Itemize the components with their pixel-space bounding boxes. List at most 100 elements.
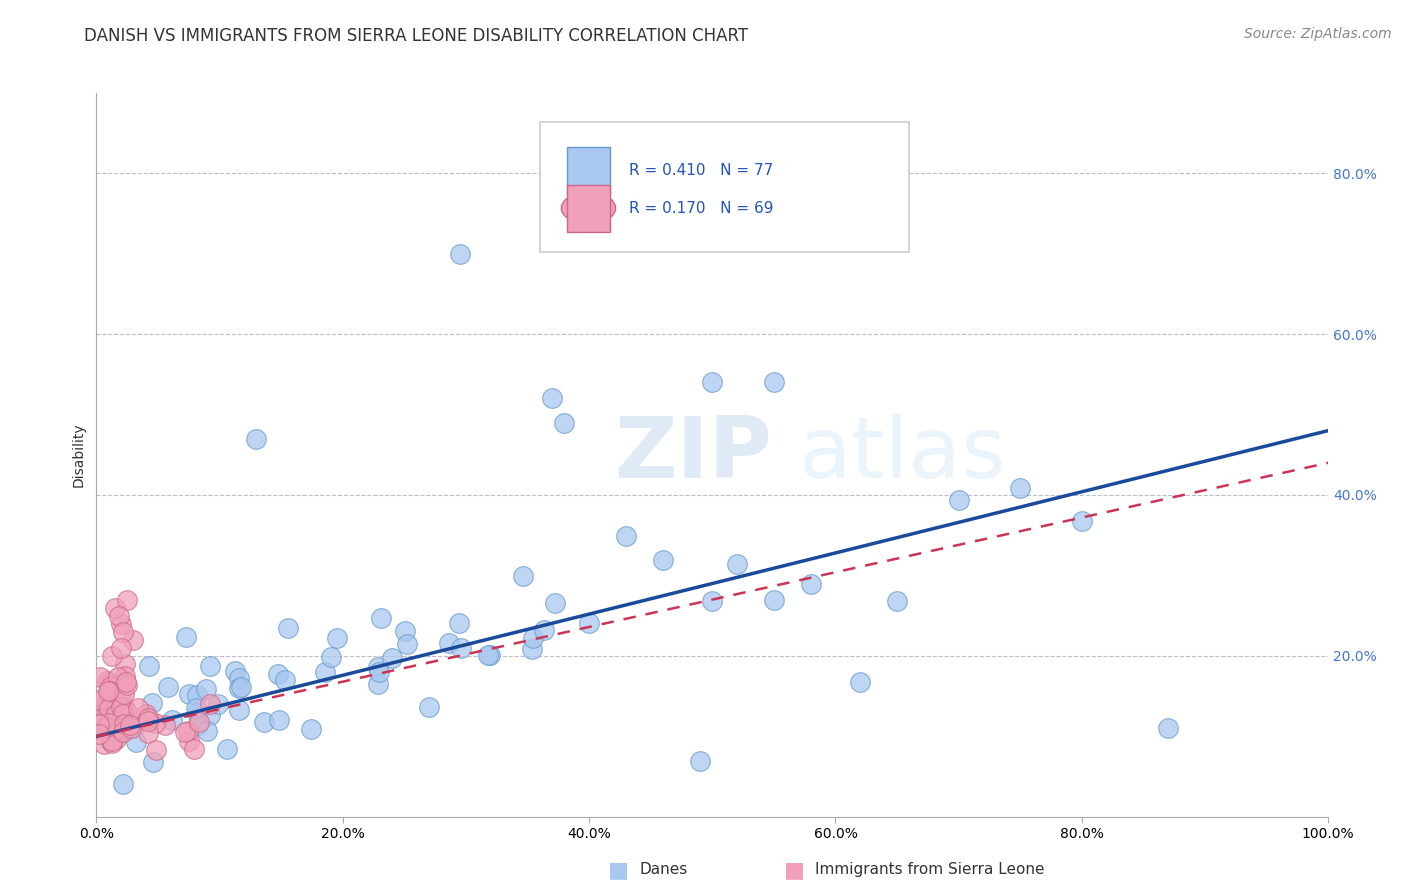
Point (122, 632, 145, 647)
Point (479, 648, 502, 662)
Point (253, 714, 276, 729)
Point (367, 659, 389, 673)
Point (136, 714, 159, 729)
Text: Immigrants from Sierra Leone: Immigrants from Sierra Leone (815, 863, 1045, 877)
Point (125, 735, 148, 749)
Point (100, 676, 122, 690)
Point (93, 691, 115, 706)
Circle shape (561, 192, 616, 224)
Point (100, 735, 122, 749)
Point (319, 650, 342, 665)
Point (198, 697, 221, 711)
Point (110, 700, 132, 714)
Point (107, 716, 129, 731)
Point (231, 680, 253, 694)
Point (450, 641, 472, 656)
Point (447, 616, 470, 631)
Point (100, 679, 122, 693)
Text: DANISH VS IMMIGRANTS FROM SIERRA LEONE DISABILITY CORRELATION CHART: DANISH VS IMMIGRANTS FROM SIERRA LEONE D… (84, 27, 748, 45)
Point (849, 674, 872, 689)
Point (207, 698, 229, 712)
Point (533, 624, 555, 638)
Point (228, 703, 250, 717)
Point (89, 693, 111, 707)
Point (367, 677, 389, 691)
Point (314, 665, 336, 679)
Point (702, 593, 724, 607)
Point (110, 692, 132, 706)
Point (658, 230, 681, 244)
Point (1070, 514, 1092, 528)
Point (177, 734, 200, 748)
Point (1157, 722, 1180, 736)
Point (541, 392, 564, 406)
Point (326, 632, 349, 646)
Point (228, 681, 250, 695)
Text: R = 0.170   N = 69: R = 0.170 N = 69 (628, 201, 773, 216)
Text: Source: ZipAtlas.com: Source: ZipAtlas.com (1244, 27, 1392, 41)
Point (198, 708, 221, 723)
Point (224, 664, 246, 678)
Point (614, 528, 637, 542)
Y-axis label: Disability: Disability (72, 423, 86, 487)
Point (187, 717, 209, 731)
Point (87, 717, 110, 731)
Point (108, 722, 131, 736)
Point (188, 715, 211, 730)
Point (160, 713, 183, 727)
Point (114, 669, 136, 683)
Point (114, 657, 136, 672)
Point (115, 675, 138, 690)
Point (418, 700, 440, 714)
Point (301, 722, 323, 736)
Point (886, 594, 908, 608)
Point (145, 743, 167, 757)
Point (394, 624, 416, 639)
Point (186, 706, 208, 721)
Point (89, 727, 111, 741)
Point (512, 568, 534, 582)
Point (520, 641, 543, 656)
Point (800, 576, 823, 591)
Point (110, 640, 132, 655)
Point (122, 721, 145, 735)
Point (245, 432, 267, 446)
Point (228, 671, 250, 685)
Point (104, 706, 127, 721)
Point (97, 676, 120, 690)
Point (111, 699, 134, 714)
Point (437, 636, 460, 650)
Point (110, 725, 132, 739)
Point (104, 600, 127, 615)
Point (138, 659, 160, 673)
Point (112, 725, 135, 739)
Point (97, 684, 120, 698)
FancyBboxPatch shape (540, 121, 910, 252)
Text: atlas: atlas (799, 413, 1007, 496)
Point (177, 723, 200, 738)
Point (120, 717, 142, 731)
Point (115, 592, 138, 607)
Point (101, 648, 124, 663)
Point (381, 651, 404, 665)
Point (127, 701, 149, 715)
Point (652, 553, 675, 567)
Point (395, 638, 418, 652)
Point (90, 717, 112, 731)
Point (98, 684, 121, 698)
Point (142, 755, 165, 769)
Text: R = 0.410   N = 77: R = 0.410 N = 77 (628, 163, 773, 178)
Point (120, 721, 142, 735)
Point (578, 615, 600, 630)
Point (104, 707, 127, 722)
Point (179, 687, 201, 701)
Point (105, 731, 128, 746)
Point (98, 733, 121, 747)
Point (274, 673, 297, 687)
Point (96, 700, 118, 714)
Point (368, 665, 391, 680)
Text: ZIP: ZIP (614, 413, 772, 496)
Point (477, 648, 499, 663)
Point (267, 713, 290, 727)
Point (112, 687, 135, 701)
